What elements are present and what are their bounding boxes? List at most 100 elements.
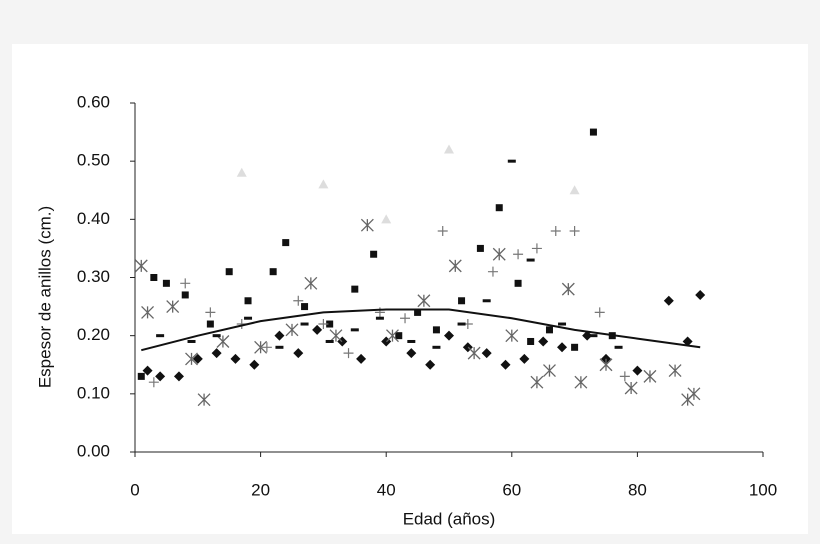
diamond-marker — [519, 353, 530, 364]
square-marker — [370, 250, 378, 258]
asterisk-marker — [687, 387, 701, 401]
square-marker — [527, 337, 535, 345]
diamond-marker — [695, 289, 706, 300]
triangle-marker — [236, 167, 247, 177]
triangle-marker — [381, 214, 392, 224]
diamond-marker — [312, 324, 323, 335]
diamond-marker — [192, 353, 203, 364]
plus-marker — [318, 319, 329, 330]
triangle-marker — [569, 185, 580, 195]
x-tick-label: 80 — [628, 480, 647, 499]
square-marker — [514, 279, 522, 287]
plus-marker — [343, 348, 354, 359]
square-marker — [150, 274, 158, 281]
asterisk-marker — [254, 340, 268, 354]
square-marker — [414, 308, 422, 316]
asterisk-marker — [360, 218, 374, 232]
diamond-marker — [632, 365, 643, 376]
square-marker — [326, 320, 334, 328]
asterisk-marker — [505, 329, 519, 343]
diamond-marker — [444, 330, 454, 341]
dash-marker — [375, 316, 384, 320]
asterisk-marker — [543, 364, 556, 378]
dash-marker — [457, 322, 466, 326]
asterisk-marker — [643, 369, 657, 383]
square-marker — [225, 268, 233, 276]
x-tick-label: 20 — [251, 480, 270, 499]
square-marker — [269, 268, 277, 276]
square-marker — [545, 326, 553, 334]
asterisk-marker — [329, 329, 343, 343]
plus-marker — [261, 342, 272, 353]
triangle-marker — [318, 179, 329, 189]
y-tick-label: 0.30 — [77, 267, 110, 286]
dash-marker — [526, 258, 535, 262]
asterisk-marker — [417, 294, 431, 308]
asterisk-marker — [386, 329, 399, 343]
square-marker — [395, 332, 403, 340]
diamond-marker — [538, 336, 549, 347]
dash-marker — [275, 345, 284, 349]
square-marker — [458, 297, 466, 305]
y-tick-label: 0.20 — [77, 325, 110, 344]
dash-marker — [350, 328, 359, 332]
plus-marker — [400, 313, 411, 324]
asterisk-marker — [561, 282, 575, 296]
asterisk-marker — [624, 381, 638, 395]
square-marker — [137, 372, 145, 380]
y-axis-title: Espesor de anillos (cm.) — [35, 206, 54, 388]
y-tick-label: 0.10 — [77, 383, 110, 402]
asterisk-marker — [304, 276, 318, 290]
square-marker — [571, 343, 579, 351]
dash-marker — [614, 345, 623, 349]
x-tick-label: 100 — [749, 480, 777, 499]
x-axis-title: Edad (años) — [403, 509, 496, 528]
dash-marker — [482, 299, 491, 303]
plus-marker — [619, 371, 630, 382]
asterisk-marker — [166, 300, 180, 314]
asterisk-marker — [285, 323, 299, 337]
diamond-marker — [500, 359, 511, 370]
dash-marker — [407, 339, 416, 343]
dash-marker — [432, 345, 441, 349]
asterisk-marker — [599, 358, 613, 372]
square-marker — [301, 303, 309, 311]
diamond-marker — [142, 365, 153, 376]
diamond-marker — [682, 336, 693, 347]
dash-marker — [212, 334, 221, 338]
diamond-marker — [582, 330, 593, 341]
dash-marker — [558, 322, 567, 326]
x-tick-label: 40 — [377, 480, 396, 499]
dash-marker — [187, 339, 196, 343]
plus-marker — [569, 225, 580, 236]
dash-marker — [589, 334, 598, 338]
y-tick-label: 0.00 — [77, 441, 110, 460]
plus-marker — [437, 225, 448, 236]
dash-marker — [507, 159, 516, 163]
plus-marker — [205, 307, 216, 318]
asterisk-marker — [134, 259, 148, 273]
plus-marker — [531, 243, 542, 254]
diamond-marker — [274, 330, 285, 341]
square-marker — [181, 291, 189, 299]
y-tick-label: 0.50 — [77, 151, 110, 170]
square-marker — [244, 297, 252, 305]
asterisk-marker — [574, 375, 588, 389]
dash-marker — [156, 334, 165, 338]
x-tick-label: 60 — [502, 480, 521, 499]
plus-marker — [594, 307, 605, 318]
asterisk-marker — [668, 364, 682, 378]
asterisk-marker — [492, 247, 506, 261]
plus-marker — [180, 278, 191, 289]
diamond-marker — [173, 371, 184, 382]
triangle-marker — [444, 144, 454, 154]
square-marker — [589, 128, 597, 136]
asterisk-marker — [530, 375, 544, 389]
plus-marker — [148, 377, 159, 388]
square-marker — [495, 204, 503, 212]
plus-marker — [293, 295, 304, 306]
diamond-marker — [557, 342, 568, 353]
asterisk-marker — [141, 305, 155, 319]
diamond-marker — [230, 353, 241, 364]
x-tick-label: 0 — [130, 480, 139, 499]
